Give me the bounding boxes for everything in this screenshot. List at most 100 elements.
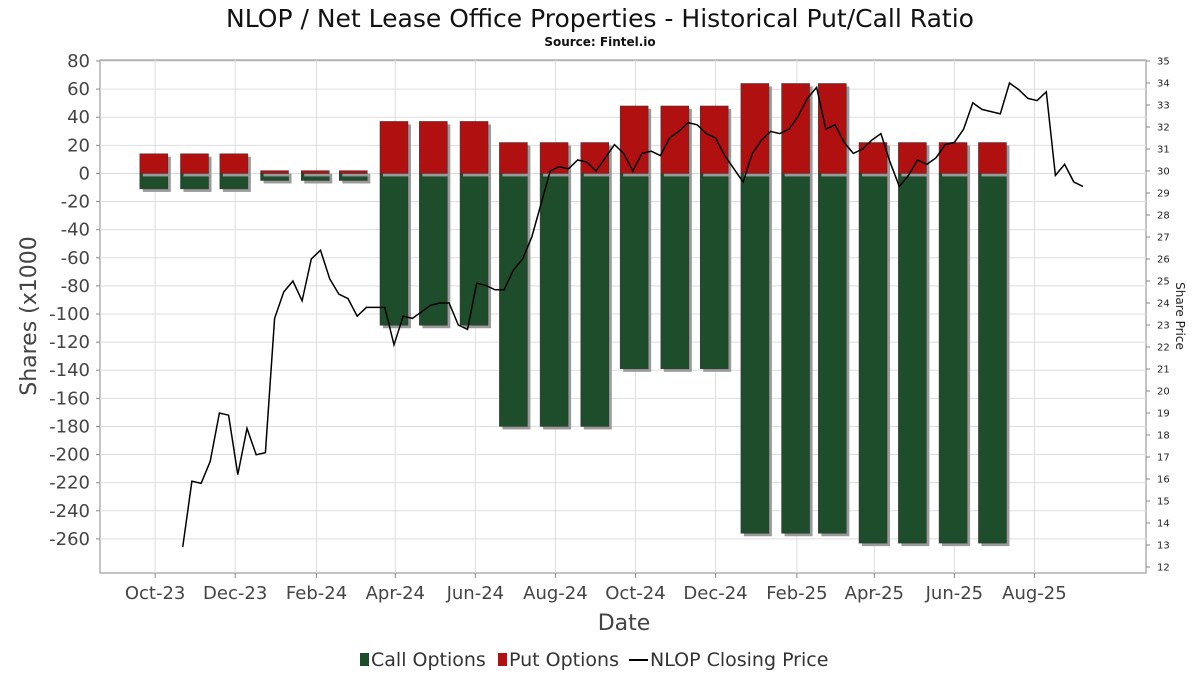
- put-bar: [781, 83, 810, 174]
- put-bar: [219, 153, 249, 174]
- call-bar: [938, 173, 968, 544]
- put-bar: [660, 105, 690, 174]
- y-tick-label: -40: [61, 220, 90, 241]
- put-bar: [499, 142, 528, 174]
- put-bar: [139, 153, 169, 174]
- y2-tick-label: 33: [1157, 101, 1170, 112]
- x-tick-label: Aug-24: [523, 583, 588, 604]
- y2-tick-label: 19: [1157, 409, 1170, 420]
- y-tick-label: -20: [61, 192, 90, 213]
- put-bar: [699, 105, 729, 174]
- put-bar: [858, 142, 888, 174]
- y2-tick-label: 25: [1157, 277, 1170, 288]
- x-tick-label: Dec-24: [683, 583, 747, 604]
- put-bar: [180, 153, 209, 174]
- chart-title: NLOP / Net Lease Office Properties - His…: [226, 4, 974, 33]
- y2-tick-label: 17: [1157, 453, 1170, 464]
- legend-call-label: Call Options: [371, 649, 486, 671]
- y2-tick-label: 35: [1157, 57, 1170, 68]
- y2-tick-label: 24: [1157, 299, 1170, 310]
- y2-tick-label: 21: [1157, 365, 1170, 376]
- put-bar: [339, 170, 368, 174]
- y2-tick-label: 20: [1157, 387, 1170, 398]
- bar-series: [139, 83, 1010, 547]
- x-tick-label: Jun-24: [446, 583, 505, 604]
- call-bar: [459, 173, 489, 326]
- y2-tick-label: 31: [1157, 145, 1170, 156]
- call-bar: [539, 173, 569, 427]
- put-bar: [580, 142, 610, 174]
- put-bar: [619, 105, 649, 174]
- x-axis-title: Date: [598, 611, 651, 636]
- legend: Call Options Put Options NLOP Closing Pr…: [360, 649, 828, 671]
- y2-tick-label: 32: [1157, 123, 1170, 134]
- y2-tick-label: 16: [1157, 475, 1170, 486]
- price-line: [181, 81, 1084, 548]
- y-tick-label: -120: [49, 332, 90, 353]
- y2-tick-label: 13: [1157, 541, 1170, 552]
- y2-tick-label: 22: [1157, 343, 1170, 354]
- call-bar: [781, 173, 810, 534]
- legend-put-label: Put Options: [509, 649, 619, 671]
- x-tick-label: Oct-23: [125, 583, 186, 604]
- x-tick-label: Apr-24: [366, 583, 425, 604]
- y2-tick-label: 23: [1157, 321, 1170, 332]
- x-tick-label: Feb-24: [286, 583, 347, 604]
- call-bar: [580, 173, 610, 427]
- legend-call-swatch: [360, 653, 369, 666]
- put-bar: [300, 170, 330, 174]
- put-bar-shadow: [263, 173, 292, 177]
- y-tick-label: -80: [61, 276, 90, 297]
- y-tick-label: -260: [49, 529, 90, 550]
- chart-subtitle: Source: Fintel.io: [544, 35, 655, 49]
- y-tick-label: -240: [49, 501, 90, 522]
- y-tick-label: 60: [67, 79, 90, 100]
- y2-tick-label: 26: [1157, 255, 1170, 266]
- put-bar: [818, 83, 847, 174]
- call-bar: [499, 173, 528, 427]
- y2-tick-label: 34: [1157, 79, 1170, 90]
- y-tick-label: -140: [49, 360, 90, 381]
- y-tick-label: 80: [67, 51, 90, 72]
- y-tick-label: -160: [49, 388, 90, 409]
- y2-tick-label: 15: [1157, 497, 1170, 508]
- y2-tick-label: 30: [1157, 167, 1170, 178]
- put-bar: [379, 121, 409, 174]
- call-bar: [898, 173, 927, 544]
- call-bar: [619, 173, 649, 370]
- y-tick-label: -200: [49, 445, 90, 466]
- y-tick-label: -100: [49, 304, 90, 325]
- put-bar: [419, 121, 448, 174]
- y2-tick-label: 29: [1157, 189, 1170, 200]
- y-tick-label: -180: [49, 416, 90, 437]
- y-axis-title: Shares (x1000: [17, 236, 42, 396]
- call-bar: [978, 173, 1007, 544]
- y2-tick-label: 27: [1157, 233, 1170, 244]
- y2-tick-label: 14: [1157, 519, 1170, 530]
- put-bar-shadow: [304, 173, 333, 177]
- put-bar: [260, 170, 289, 174]
- put-bar-shadow: [342, 173, 371, 177]
- call-bar: [699, 173, 729, 370]
- price-series: [181, 81, 1084, 548]
- right-axis-ticks: 35 34 33 32 31 30 29 28 27 26 25 24 23 22 21 20 19 18 17 16…: [1146, 57, 1170, 574]
- x-tick-label: Oct-24: [605, 583, 666, 604]
- x-axis-ticks: Oct-23 Dec-23 Feb-24 Apr-24 Jun-24 Aug-24 Oct-…: [125, 573, 1067, 604]
- call-bar: [660, 173, 690, 370]
- x-tick-label: Jun-25: [925, 583, 984, 604]
- y-tick-label: 20: [67, 135, 90, 156]
- y-tick-label: 0: [79, 163, 90, 184]
- put-bar: [978, 142, 1007, 174]
- y2-tick-label: 12: [1157, 563, 1170, 574]
- call-bar: [818, 173, 847, 534]
- x-tick-label: Feb-25: [766, 583, 827, 604]
- y-tick-label: -220: [49, 473, 90, 494]
- put-bar: [740, 83, 770, 174]
- y2-axis-title: Share Price: [1173, 282, 1187, 350]
- y2-tick-label: 18: [1157, 431, 1170, 442]
- legend-put-swatch: [498, 653, 507, 666]
- y-tick-label: 40: [67, 107, 90, 128]
- legend-price-label: NLOP Closing Price: [650, 649, 828, 671]
- call-bar: [379, 173, 409, 326]
